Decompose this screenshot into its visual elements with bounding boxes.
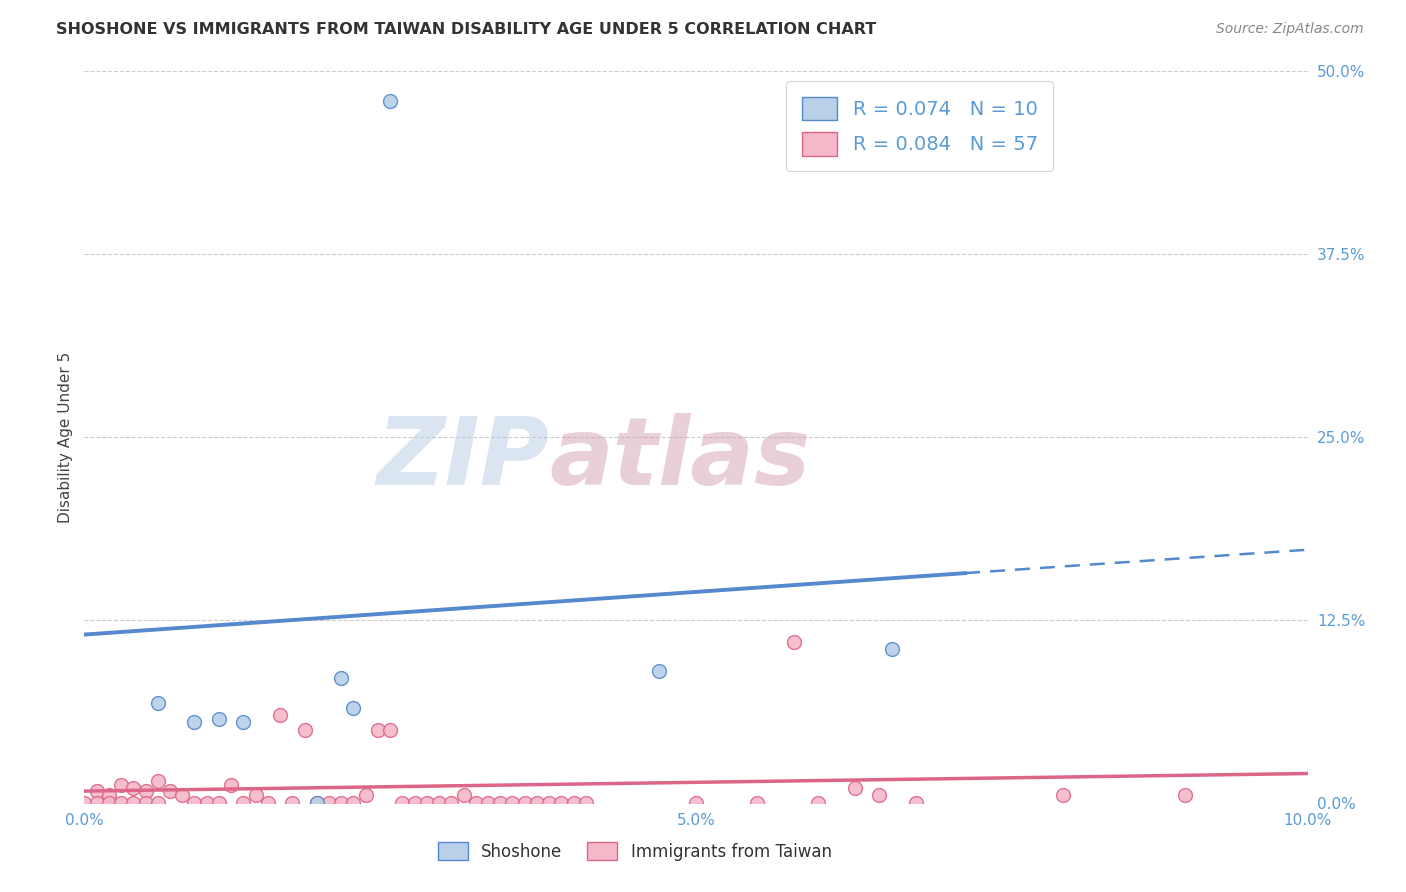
Point bbox=[232, 796, 254, 810]
Point bbox=[513, 796, 536, 810]
Point bbox=[538, 796, 561, 810]
Point bbox=[219, 778, 242, 792]
Point bbox=[550, 796, 572, 810]
Point bbox=[575, 796, 598, 810]
Point bbox=[367, 723, 389, 737]
Point bbox=[146, 796, 169, 810]
Point bbox=[526, 796, 548, 810]
Legend: Shoshone, Immigrants from Taiwan: Shoshone, Immigrants from Taiwan bbox=[432, 836, 838, 868]
Point bbox=[869, 789, 891, 803]
Point bbox=[257, 796, 280, 810]
Point bbox=[208, 796, 231, 810]
Point bbox=[97, 789, 120, 803]
Point bbox=[380, 94, 402, 108]
Point bbox=[807, 796, 830, 810]
Point bbox=[489, 796, 512, 810]
Point bbox=[135, 796, 157, 810]
Point bbox=[1052, 789, 1074, 803]
Point bbox=[294, 723, 316, 737]
Point bbox=[416, 796, 439, 810]
Point bbox=[305, 796, 328, 810]
Point bbox=[685, 796, 707, 810]
Point bbox=[159, 784, 181, 798]
Point bbox=[305, 796, 328, 810]
Text: ZIP: ZIP bbox=[377, 413, 550, 505]
Point bbox=[380, 723, 402, 737]
Point bbox=[146, 773, 169, 788]
Point bbox=[110, 778, 132, 792]
Point bbox=[502, 796, 524, 810]
Point bbox=[880, 642, 903, 657]
Point bbox=[97, 796, 120, 810]
Point bbox=[747, 796, 769, 810]
Point bbox=[245, 789, 267, 803]
Point bbox=[183, 796, 205, 810]
Point bbox=[86, 784, 108, 798]
Point bbox=[440, 796, 463, 810]
Point bbox=[648, 664, 671, 678]
Point bbox=[464, 796, 486, 810]
Point bbox=[183, 715, 205, 730]
Point bbox=[783, 635, 806, 649]
Point bbox=[318, 796, 340, 810]
Point bbox=[905, 796, 928, 810]
Point bbox=[844, 781, 866, 796]
Point bbox=[404, 796, 426, 810]
Text: atlas: atlas bbox=[550, 413, 810, 505]
Point bbox=[281, 796, 304, 810]
Point bbox=[208, 713, 231, 727]
Point bbox=[269, 708, 291, 723]
Point bbox=[562, 796, 585, 810]
Point bbox=[86, 796, 108, 810]
Point bbox=[354, 789, 377, 803]
Point bbox=[135, 784, 157, 798]
Point bbox=[232, 715, 254, 730]
Point bbox=[73, 796, 96, 810]
Point bbox=[391, 796, 413, 810]
Point bbox=[195, 796, 218, 810]
Point bbox=[172, 789, 194, 803]
Point bbox=[122, 781, 145, 796]
Text: SHOSHONE VS IMMIGRANTS FROM TAIWAN DISABILITY AGE UNDER 5 CORRELATION CHART: SHOSHONE VS IMMIGRANTS FROM TAIWAN DISAB… bbox=[56, 22, 876, 37]
Point bbox=[330, 796, 353, 810]
Point bbox=[342, 700, 364, 714]
Point bbox=[110, 796, 132, 810]
Point bbox=[122, 796, 145, 810]
Point bbox=[342, 796, 364, 810]
Point bbox=[453, 789, 475, 803]
Point bbox=[1174, 789, 1197, 803]
Text: Source: ZipAtlas.com: Source: ZipAtlas.com bbox=[1216, 22, 1364, 37]
Point bbox=[477, 796, 499, 810]
Point bbox=[427, 796, 450, 810]
Point bbox=[330, 672, 353, 686]
Point bbox=[146, 696, 169, 710]
Y-axis label: Disability Age Under 5: Disability Age Under 5 bbox=[58, 351, 73, 523]
